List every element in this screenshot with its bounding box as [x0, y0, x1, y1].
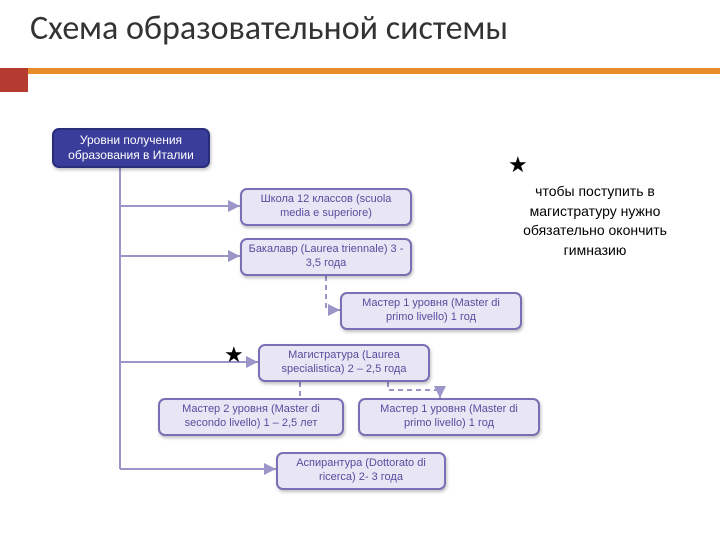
- node-phd: Аспирантура (Dottorato di ricerca) 2- 3 …: [276, 452, 446, 490]
- diagram-canvas: Уровни получения образования в Италии Шко…: [0, 110, 720, 540]
- star-icon: ★: [224, 342, 244, 368]
- node-root: Уровни получения образования в Италии: [52, 128, 210, 168]
- accent-block: [0, 68, 28, 92]
- annotation-text: чтобы поступить в магистратуру нужно обя…: [500, 182, 690, 260]
- page-title: Схема образовательной системы: [30, 8, 508, 49]
- node-master2: Мастер 2 уровня (Master di secondo livel…: [158, 398, 344, 436]
- node-magistr: Магистратура (Laurea specialistica) 2 – …: [258, 344, 430, 382]
- node-bachelor: Бакалавр (Laurea triennale) 3 - 3,5 года: [240, 238, 412, 276]
- node-master1b: Мастер 1 уровня (Master di primo livello…: [358, 398, 540, 436]
- star-icon: ★: [508, 152, 528, 178]
- accent-bar: [0, 68, 720, 74]
- node-master1a: Мастер 1 уровня (Master di primo livello…: [340, 292, 522, 330]
- node-school: Школа 12 классов (scuola media e superio…: [240, 188, 412, 226]
